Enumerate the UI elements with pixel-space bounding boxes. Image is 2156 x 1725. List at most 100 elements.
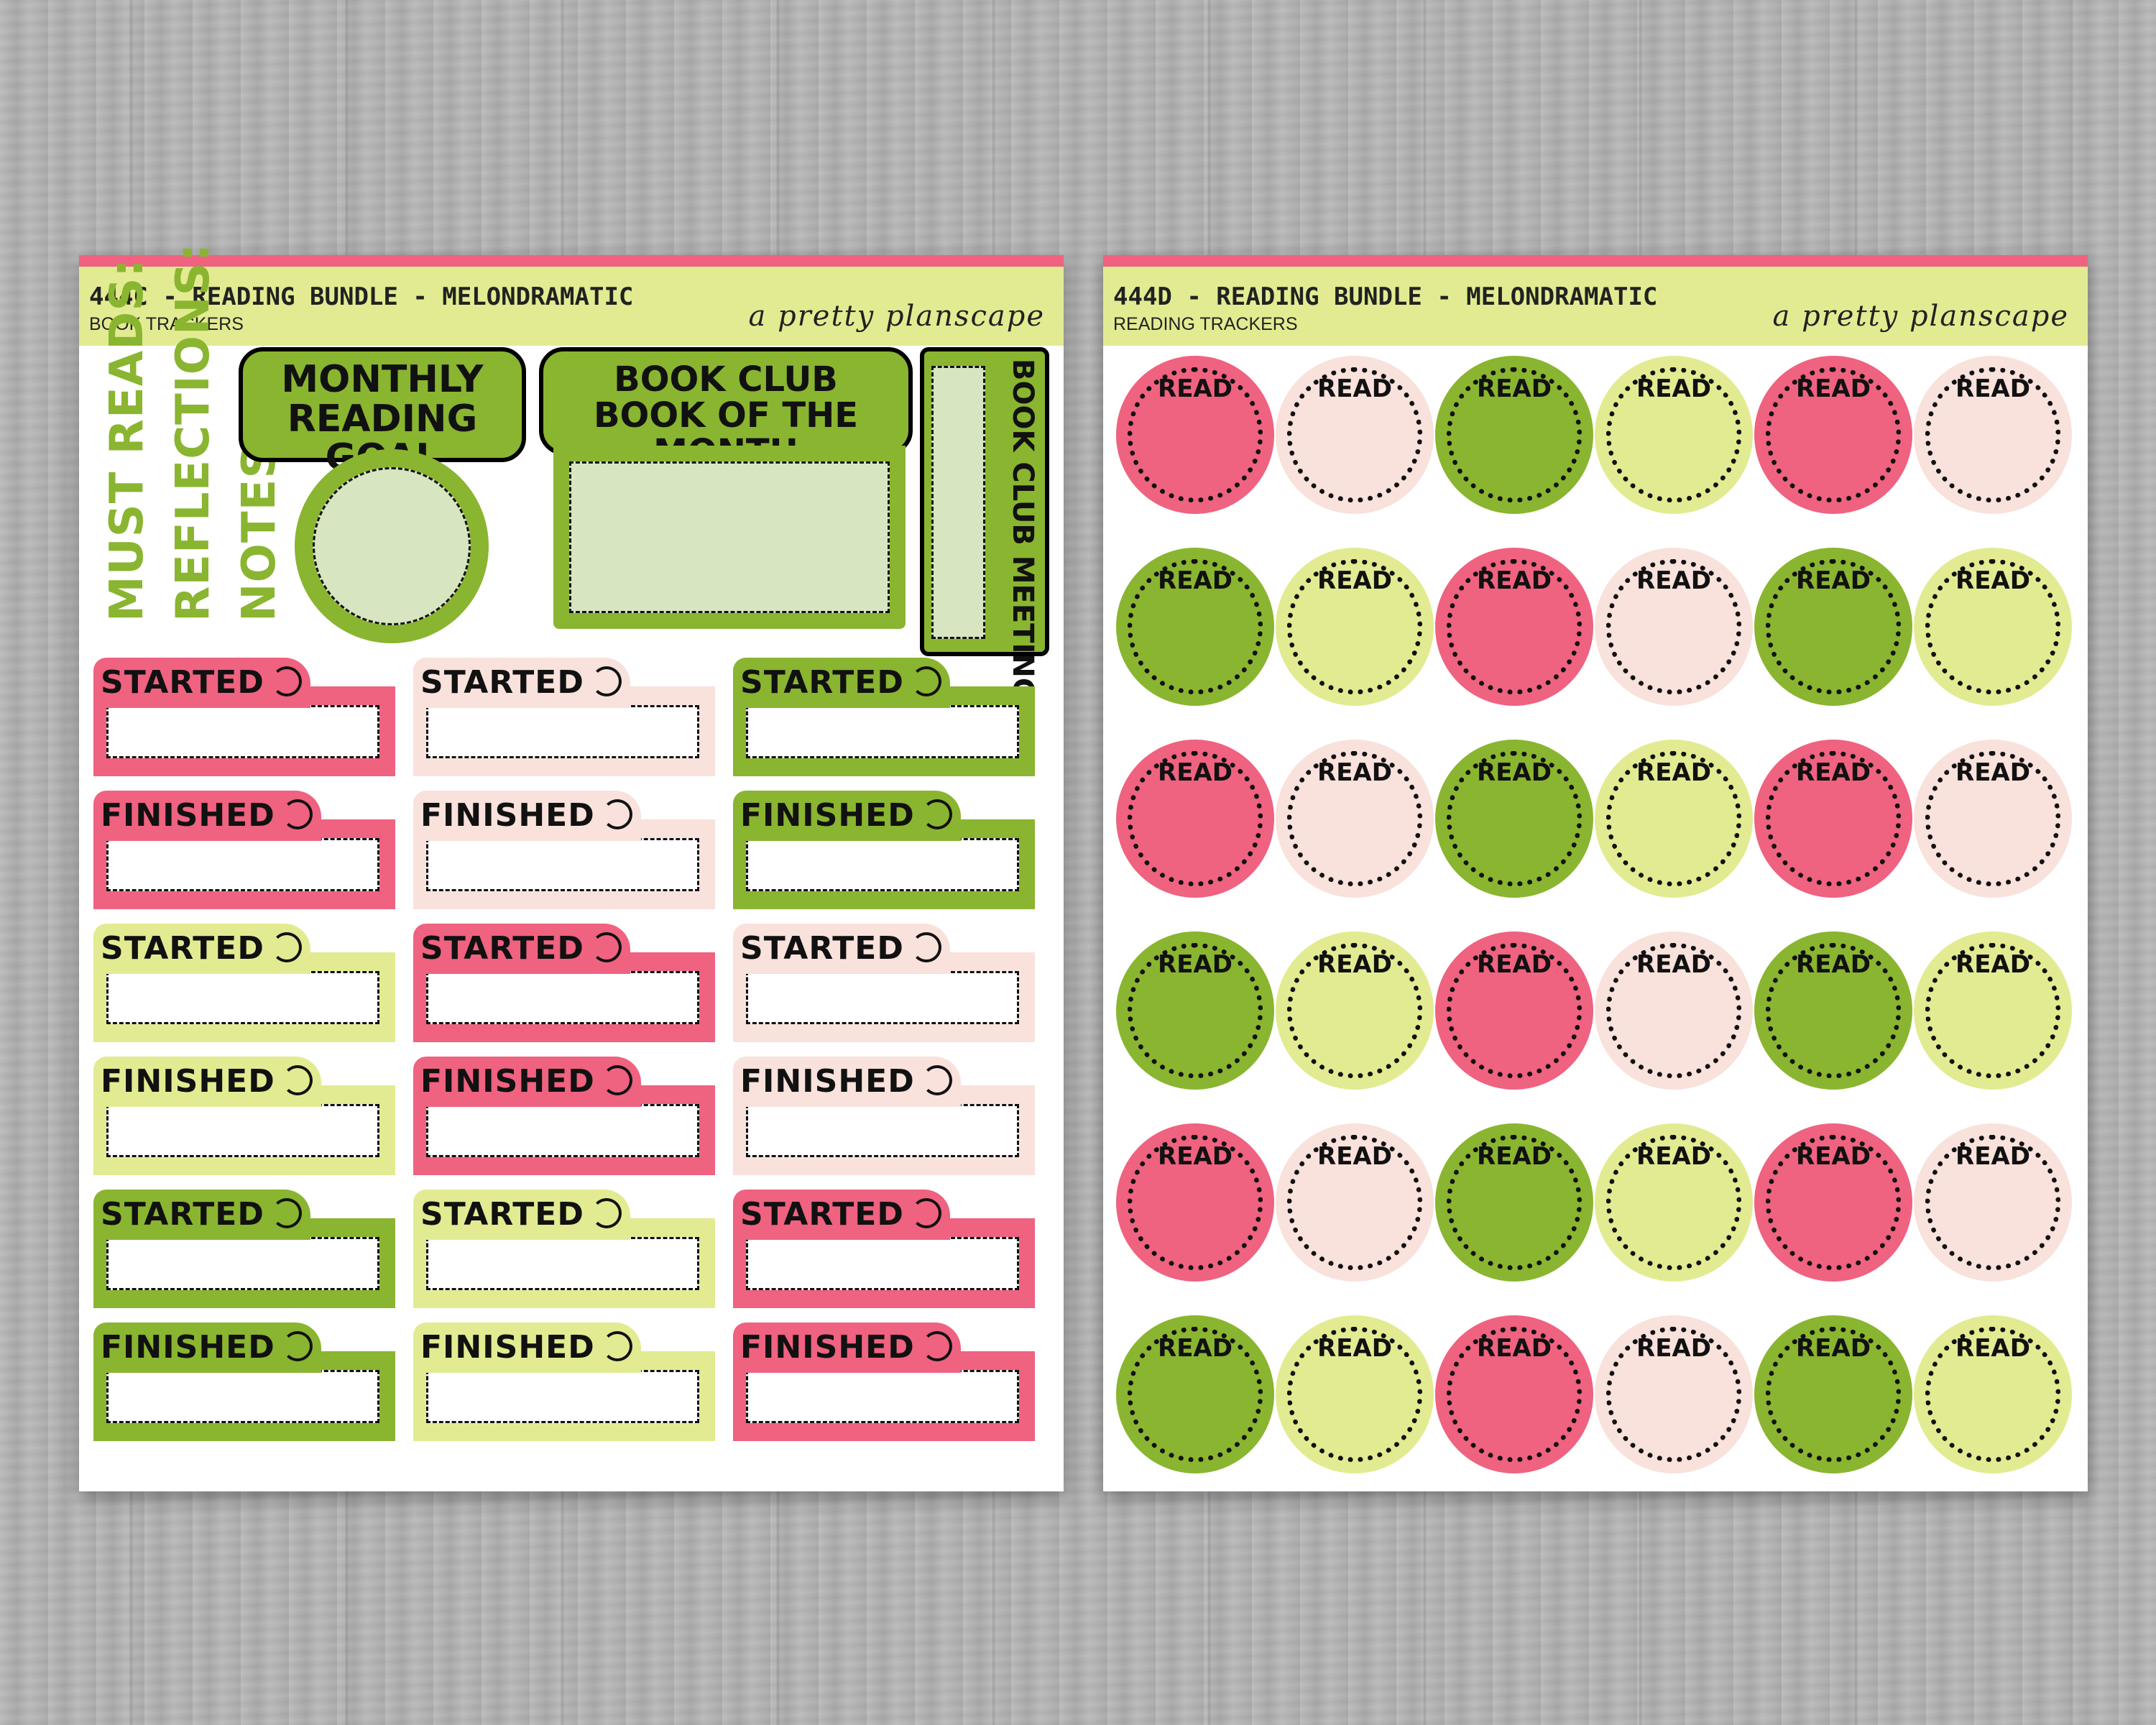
dotted-ring: [1128, 367, 1263, 502]
tracker-write-field: [106, 971, 379, 1024]
left-sheet-header: 444C - READING BUNDLE - MELONDRAMATIC BO…: [79, 267, 1064, 346]
tracker-write-field: [426, 838, 699, 891]
finished-tracker-sticker: FINISHED: [413, 1057, 715, 1175]
tracker-write-field: [426, 1370, 699, 1423]
curly-arrow-icon: [911, 932, 941, 962]
dotted-ring: [1925, 1135, 2060, 1270]
read-circle-sticker: READ: [1595, 932, 1753, 1090]
dotted-ring: [1606, 559, 1741, 694]
dotted-ring: [1287, 367, 1422, 502]
dotted-ring: [1925, 943, 2060, 1078]
read-circle-sticker: READ: [1435, 1123, 1593, 1282]
read-circle-label: READ: [1955, 566, 2030, 595]
tracker-label: STARTED: [101, 930, 264, 967]
tracker-label: FINISHED: [101, 1063, 275, 1100]
curly-arrow-icon: [282, 1331, 313, 1361]
curly-arrow-icon: [602, 1331, 632, 1361]
dotted-ring: [1925, 1327, 2060, 1462]
started-tracker-sticker: STARTED: [413, 658, 715, 776]
read-circle-label: READ: [1796, 950, 1871, 979]
read-circle-sticker: READ: [1276, 740, 1434, 898]
book-club-meeting-box: [931, 366, 985, 639]
read-circle-label: READ: [1477, 1334, 1552, 1363]
monthly-goal-line1: MONTHLY: [281, 358, 484, 401]
started-tracker-sticker: STARTED: [413, 1190, 715, 1308]
tracker-label: STARTED: [101, 1196, 264, 1233]
tracker-tab: FINISHED: [93, 791, 321, 841]
tracker-tab: STARTED: [413, 658, 630, 708]
read-circle-sticker: READ: [1435, 1315, 1593, 1473]
read-circle-sticker: READ: [1914, 1123, 2072, 1282]
finished-tracker-sticker: FINISHED: [93, 1322, 395, 1441]
tracker-write-field: [746, 705, 1019, 758]
book-club-meeting-sticker: BOOK CLUB MEETING: [920, 347, 1049, 702]
curly-arrow-icon: [602, 799, 632, 829]
read-circle-sticker: READ: [1116, 932, 1274, 1090]
read-circle-label: READ: [1636, 374, 1711, 403]
dotted-ring: [1766, 367, 1901, 502]
dotted-ring: [1287, 943, 1422, 1078]
dotted-ring: [1447, 1135, 1582, 1270]
dotted-ring: [1447, 1327, 1582, 1462]
tracker-tab: STARTED: [413, 1190, 630, 1240]
read-circle-label: READ: [1477, 374, 1552, 403]
dotted-ring: [1447, 367, 1582, 502]
left-sheet-subtitle: BOOK TRACKERS: [89, 314, 244, 334]
read-circle-label: READ: [1796, 374, 1871, 403]
curly-arrow-icon: [271, 932, 302, 962]
finished-tracker-sticker: FINISHED: [733, 791, 1035, 909]
read-circle-sticker: READ: [1276, 1315, 1434, 1473]
monthly-goal-title: MONTHLY READING GOAL: [239, 347, 526, 478]
dotted-ring: [1128, 1135, 1263, 1270]
dotted-ring: [1287, 751, 1422, 886]
read-circle-sticker: READ: [1116, 548, 1274, 706]
read-circle-label: READ: [1796, 758, 1871, 787]
book-club-box-inner: [569, 461, 890, 613]
tracker-label: FINISHED: [101, 797, 275, 834]
read-circle-sticker: READ: [1754, 356, 1912, 514]
read-circle-sticker: READ: [1754, 740, 1912, 898]
monthly-goal-circle-inner: [313, 467, 471, 625]
dotted-ring: [1925, 559, 2060, 694]
tracker-label: STARTED: [420, 930, 584, 967]
dotted-ring: [1766, 1327, 1901, 1462]
right-sheet-brand: a pretty planscape: [1772, 300, 2069, 333]
tracker-tab: FINISHED: [733, 1322, 961, 1373]
tracker-write-field: [106, 838, 379, 891]
read-circle-sticker: READ: [1914, 356, 2072, 514]
right-sheet-code: 444D - READING BUNDLE - MELONDRAMATIC: [1113, 282, 1658, 311]
read-circle-label: READ: [1636, 1334, 1711, 1363]
read-circle-sticker: READ: [1276, 356, 1434, 514]
read-circle-label: READ: [1796, 1334, 1871, 1363]
read-circle-label: READ: [1477, 1142, 1552, 1171]
read-circle-label: READ: [1636, 566, 1711, 595]
read-circle-sticker: READ: [1276, 932, 1434, 1090]
started-tracker-sticker: STARTED: [93, 658, 395, 776]
read-circle-label: READ: [1158, 758, 1233, 787]
tracker-label: STARTED: [740, 1196, 904, 1233]
read-circle-sticker: READ: [1116, 1315, 1274, 1473]
dotted-ring: [1287, 559, 1422, 694]
started-tracker-sticker: STARTED: [733, 1190, 1035, 1308]
read-circle-label: READ: [1158, 950, 1233, 979]
read-circle-sticker: READ: [1595, 1315, 1753, 1473]
dotted-ring: [1447, 751, 1582, 886]
dotted-ring: [1287, 1135, 1422, 1270]
read-circle-sticker: READ: [1754, 1123, 1912, 1282]
curly-arrow-icon: [911, 1198, 941, 1228]
tracker-label: STARTED: [740, 930, 904, 967]
finished-tracker-sticker: FINISHED: [733, 1057, 1035, 1175]
read-circle-sticker: READ: [1435, 740, 1593, 898]
read-circle-sticker: READ: [1754, 548, 1912, 706]
read-circle-label: READ: [1796, 566, 1871, 595]
tracker-tab: FINISHED: [413, 791, 641, 841]
tracker-body: [413, 1218, 715, 1308]
finished-tracker-sticker: FINISHED: [413, 1322, 715, 1441]
right-sheet-subtitle: READING TRACKERS: [1113, 314, 1298, 334]
dotted-ring: [1606, 943, 1741, 1078]
read-circle-label: READ: [1636, 758, 1711, 787]
dotted-ring: [1128, 943, 1263, 1078]
read-circle-label: READ: [1317, 758, 1392, 787]
book-club-box: [553, 446, 906, 629]
left-sheet-brand: a pretty planscape: [748, 300, 1045, 333]
